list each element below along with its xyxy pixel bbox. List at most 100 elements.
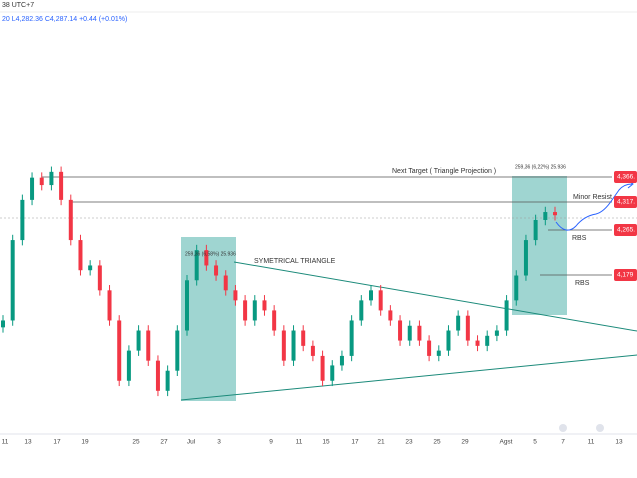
candle-body <box>543 212 548 220</box>
x-tick-label: 11 <box>2 439 9 446</box>
candle-body <box>126 350 131 381</box>
x-tick-label: 27 <box>160 439 168 446</box>
x-tick-label: 11 <box>588 439 595 446</box>
candle-body <box>456 315 461 331</box>
candle-body <box>281 330 286 361</box>
triangle-upper <box>233 261 637 332</box>
candle-body <box>533 219 538 241</box>
header-time: 38 UTC+7 <box>2 2 34 9</box>
candle-body <box>475 340 480 346</box>
candle-body <box>175 330 180 371</box>
price-tag <box>614 196 637 208</box>
price-tag-label: 4,265. <box>617 227 635 234</box>
annotation: 259,36 (6,22%) 25.936 <box>515 164 566 170</box>
candle-body <box>117 320 122 381</box>
candle-body <box>155 360 160 391</box>
candle-body <box>243 300 248 321</box>
candle-body <box>320 355 325 381</box>
annotation: SYMETRICAL TRIANGLE <box>254 258 336 265</box>
candle-body <box>10 240 15 321</box>
candle-body <box>369 290 373 301</box>
candle-body <box>204 250 209 266</box>
candle-body <box>78 240 83 271</box>
x-tick-label: 9 <box>269 439 273 446</box>
x-tick-label: 17 <box>351 439 359 446</box>
event-icon <box>596 424 604 432</box>
candle-body <box>446 330 451 351</box>
x-tick-label: Jul <box>187 439 196 446</box>
x-tick-label: 7 <box>561 439 565 446</box>
annotation: 259,36 (6,58%) 25.936 <box>185 251 236 257</box>
candle-body <box>272 310 277 331</box>
candle-body <box>88 265 93 271</box>
candle-body <box>97 265 102 291</box>
price-tag <box>614 171 637 183</box>
annotation: RBS <box>575 280 590 287</box>
x-tick-label: 11 <box>296 439 303 446</box>
candle-body <box>378 290 383 311</box>
x-tick-label: 19 <box>81 439 89 446</box>
candle-body <box>194 250 199 281</box>
candle-body <box>504 300 509 331</box>
x-tick-label: 21 <box>377 439 385 446</box>
candle-body <box>514 275 519 301</box>
candle-body <box>349 320 354 356</box>
candle-body <box>494 330 499 336</box>
header-quote: 20 L4,282.36 C4,287.14 +0.44 (+0.01%) <box>2 16 127 23</box>
candle-body <box>310 345 315 356</box>
measure-box-left <box>181 237 236 401</box>
x-tick-label: 17 <box>53 439 61 446</box>
triangle-lower <box>180 354 637 401</box>
price-tag-label: 4,317. <box>617 199 635 206</box>
candle-body <box>407 325 412 341</box>
x-tick-label: 13 <box>615 439 623 446</box>
candle-body <box>20 199 25 241</box>
candle-body <box>165 370 170 391</box>
projection-path <box>555 183 633 231</box>
candle-body <box>291 330 296 361</box>
candle-body <box>359 300 364 321</box>
x-axis: 11 13 17 19 25 27 Jul 3 9 11 15 17 21 23 25 29 Agst 5 7 11 1… <box>2 439 623 446</box>
x-tick-label: Agst <box>499 439 512 446</box>
candle-body <box>136 330 141 351</box>
candle-body <box>68 199 73 241</box>
annotation: Minor Resist <box>573 194 612 201</box>
x-tick-label: 25 <box>132 439 140 446</box>
candle-body <box>39 177 44 186</box>
candle-body <box>436 350 441 356</box>
candle-body <box>223 275 228 291</box>
x-tick-label: 13 <box>24 439 32 446</box>
candle-body <box>301 330 306 346</box>
price-tag <box>614 224 637 236</box>
price-tag-label: 4,179 <box>617 272 634 279</box>
candle-body <box>330 365 335 381</box>
candle-body <box>59 171 64 200</box>
x-tick-label: 5 <box>533 439 537 446</box>
x-tick-label: 3 <box>217 439 221 446</box>
candle-body <box>214 265 219 276</box>
x-tick-label: 23 <box>405 439 413 446</box>
candle-body <box>107 290 112 321</box>
candle-body <box>146 330 151 361</box>
price-tag <box>614 269 637 281</box>
candle-body <box>417 325 422 341</box>
price-tag-label: 4,366. <box>617 174 635 181</box>
candle-body <box>553 212 557 216</box>
annotation: RBS <box>572 235 587 242</box>
candle-body <box>465 315 470 341</box>
candle-body <box>233 290 238 301</box>
candle-body <box>262 300 267 311</box>
candle-body <box>30 177 35 200</box>
measure-box-right <box>512 176 567 315</box>
event-icon <box>559 424 567 432</box>
candle-body <box>427 340 432 356</box>
candle-body <box>398 320 403 341</box>
annotation: Next Target ( Triangle Projection ) <box>392 168 496 175</box>
x-tick-label: 15 <box>322 439 330 446</box>
candle-body <box>485 335 490 346</box>
x-tick-label: 25 <box>433 439 441 446</box>
candle-body <box>49 171 54 186</box>
candle-body <box>339 355 344 366</box>
